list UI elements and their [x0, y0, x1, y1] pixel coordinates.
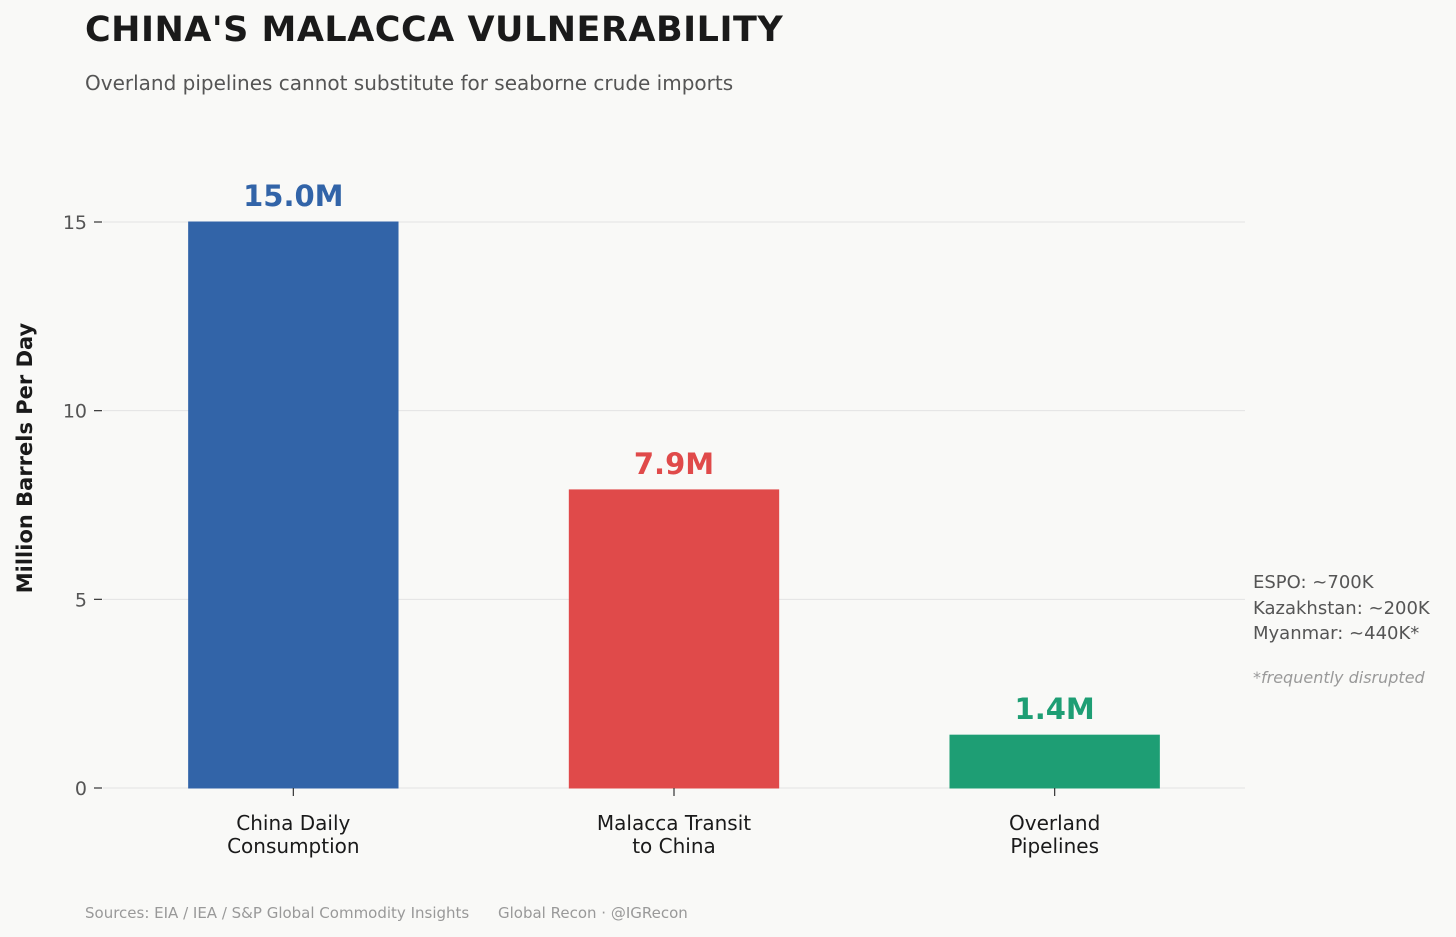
pipeline-annotation: ESPO: ~700K Kazakhstan: ~200K Myanmar: ~…	[1253, 570, 1430, 690]
y-tick-label-0: 0	[75, 778, 87, 800]
y-tick-label-10: 10	[63, 401, 87, 423]
y-tick-label-5: 5	[75, 589, 87, 611]
x-tick-label-1: Malacca Transit to China	[597, 811, 751, 858]
annotation-line-kazakhstan: Kazakhstan: ~200K	[1253, 597, 1430, 619]
annotation-line-myanmar: Myanmar: ~440K*	[1253, 623, 1420, 644]
bar-0	[188, 221, 399, 789]
bar-2	[949, 734, 1160, 789]
x-tick-label-0: China Daily Consumption	[227, 811, 359, 858]
bar-value-label-2: 1.4M	[1015, 692, 1095, 726]
footer-sources: Sources: EIA / IEA / S&P Global Commodit…	[85, 904, 470, 922]
footer-credit: Global Recon · @IGRecon	[498, 904, 688, 922]
chart-title: CHINA'S MALACCA VULNERABILITY	[85, 10, 784, 50]
footer: Sources: EIA / IEA / S&P Global Commodit…	[85, 904, 688, 922]
bar-value-label-0: 15.0M	[243, 179, 343, 213]
x-tick-label-2: Overland Pipelines	[1009, 811, 1100, 858]
annotation-note: *frequently disrupted	[1253, 667, 1425, 687]
annotation-line-espo: ESPO: ~700K	[1253, 572, 1374, 593]
chart-subtitle: Overland pipelines cannot substitute for…	[85, 71, 734, 95]
y-tick-label-15: 15	[63, 212, 87, 234]
bar-1	[568, 489, 780, 789]
bar-value-label-1: 7.9M	[634, 447, 714, 481]
